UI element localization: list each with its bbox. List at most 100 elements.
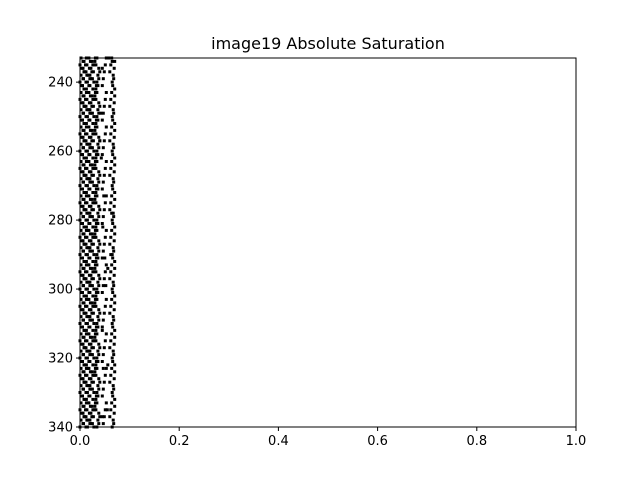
scatter-point xyxy=(100,118,104,122)
scatter-point xyxy=(88,73,92,77)
scatter-point xyxy=(111,84,115,88)
scatter-point xyxy=(91,156,95,160)
scatter-point xyxy=(91,363,95,367)
scatter-point xyxy=(113,87,117,91)
scatter-point xyxy=(108,70,112,74)
scatter-point xyxy=(98,380,102,384)
scatter-point xyxy=(92,218,96,222)
scatter-point xyxy=(112,101,116,105)
scatter-point xyxy=(112,342,116,346)
scatter-point xyxy=(111,187,115,191)
scatter-point xyxy=(90,146,94,150)
scatter-point xyxy=(91,260,95,263)
scatter-point xyxy=(112,249,116,253)
scatter-point xyxy=(84,122,88,125)
scatter-point xyxy=(101,353,105,357)
scatter-point xyxy=(85,339,89,343)
x-tick-label: 0.0 xyxy=(70,434,91,449)
scatter-point xyxy=(100,291,104,294)
scatter-point xyxy=(97,308,101,312)
scatter-point xyxy=(102,194,106,198)
scatter-point xyxy=(113,260,117,263)
scatter-point xyxy=(79,384,83,388)
scatter-point xyxy=(88,291,92,294)
scatter-point xyxy=(111,256,115,260)
scatter-point xyxy=(100,222,104,225)
scatter-point xyxy=(87,228,91,232)
scatter-point xyxy=(85,235,89,239)
scatter-point xyxy=(110,332,114,336)
scatter-point xyxy=(82,353,85,357)
scatter-point xyxy=(96,384,100,388)
scatter-point xyxy=(84,173,88,177)
scatter-point xyxy=(82,146,85,150)
scatter-point xyxy=(92,391,96,394)
scatter-point xyxy=(88,280,92,284)
scatter-point xyxy=(84,87,88,91)
scatter-point xyxy=(103,63,107,67)
scatter-point xyxy=(111,177,115,181)
scatter-point xyxy=(101,318,105,322)
scatter-point xyxy=(89,308,93,312)
scatter-point xyxy=(84,104,88,108)
y-tick-label: 320 xyxy=(48,352,73,367)
scatter-point xyxy=(79,91,83,94)
scatter-point xyxy=(82,387,85,391)
x-tick-label: 0.4 xyxy=(268,434,289,449)
scatter-point xyxy=(97,66,101,70)
scatter-point xyxy=(79,401,83,405)
scatter-point xyxy=(91,277,95,281)
scatter-point xyxy=(91,415,95,419)
scatter-points xyxy=(78,56,117,429)
scatter-point xyxy=(97,146,101,150)
scatter-point xyxy=(104,332,108,336)
scatter-point xyxy=(108,346,112,350)
scatter-point xyxy=(113,197,117,201)
scatter-point xyxy=(81,204,85,208)
scatter-point xyxy=(94,166,98,170)
scatter-point xyxy=(97,215,101,219)
scatter-point xyxy=(79,211,83,215)
x-tick-label: 0.8 xyxy=(466,434,487,449)
scatter-point xyxy=(90,59,94,63)
scatter-point xyxy=(101,249,105,253)
scatter-point xyxy=(88,84,92,88)
scatter-point xyxy=(101,215,105,219)
scatter-point xyxy=(85,80,89,84)
scatter-point xyxy=(94,63,98,67)
scatter-point xyxy=(109,166,113,170)
scatter-point xyxy=(102,70,106,74)
scatter-point xyxy=(113,404,117,408)
scatter-point xyxy=(84,311,88,315)
scatter-point xyxy=(110,263,114,267)
scatter-point xyxy=(110,322,114,325)
scatter-point xyxy=(85,408,89,412)
scatter-point xyxy=(91,87,95,91)
axes: 0.0 0.2 0.4 0.6 0.8 1.0 240 260 280 300 320 340 xyxy=(48,57,587,449)
x-tick-label: 1.0 xyxy=(566,434,587,449)
scatter-point xyxy=(113,232,117,236)
scatter-point xyxy=(81,325,84,329)
scatter-point xyxy=(93,94,97,98)
scatter-point xyxy=(94,408,98,412)
scatter-point xyxy=(96,256,100,260)
scatter-point xyxy=(84,346,88,350)
scatter-point xyxy=(91,311,95,315)
scatter-point xyxy=(82,180,85,184)
scatter-point xyxy=(95,366,99,370)
scatter-point xyxy=(96,211,100,215)
scatter-point xyxy=(95,149,99,153)
scatter-point xyxy=(85,115,89,119)
scatter-point xyxy=(90,249,94,253)
scatter-point xyxy=(88,256,92,260)
scatter-point xyxy=(113,128,117,132)
scatter-point xyxy=(89,135,93,139)
scatter-point xyxy=(89,170,93,174)
scatter-point xyxy=(104,228,108,232)
scatter-point xyxy=(97,180,101,184)
scatter-point xyxy=(85,166,89,170)
scatter-point xyxy=(104,401,108,405)
scatter-point xyxy=(110,194,114,198)
scatter-point xyxy=(97,239,101,243)
scatter-point xyxy=(79,315,83,319)
